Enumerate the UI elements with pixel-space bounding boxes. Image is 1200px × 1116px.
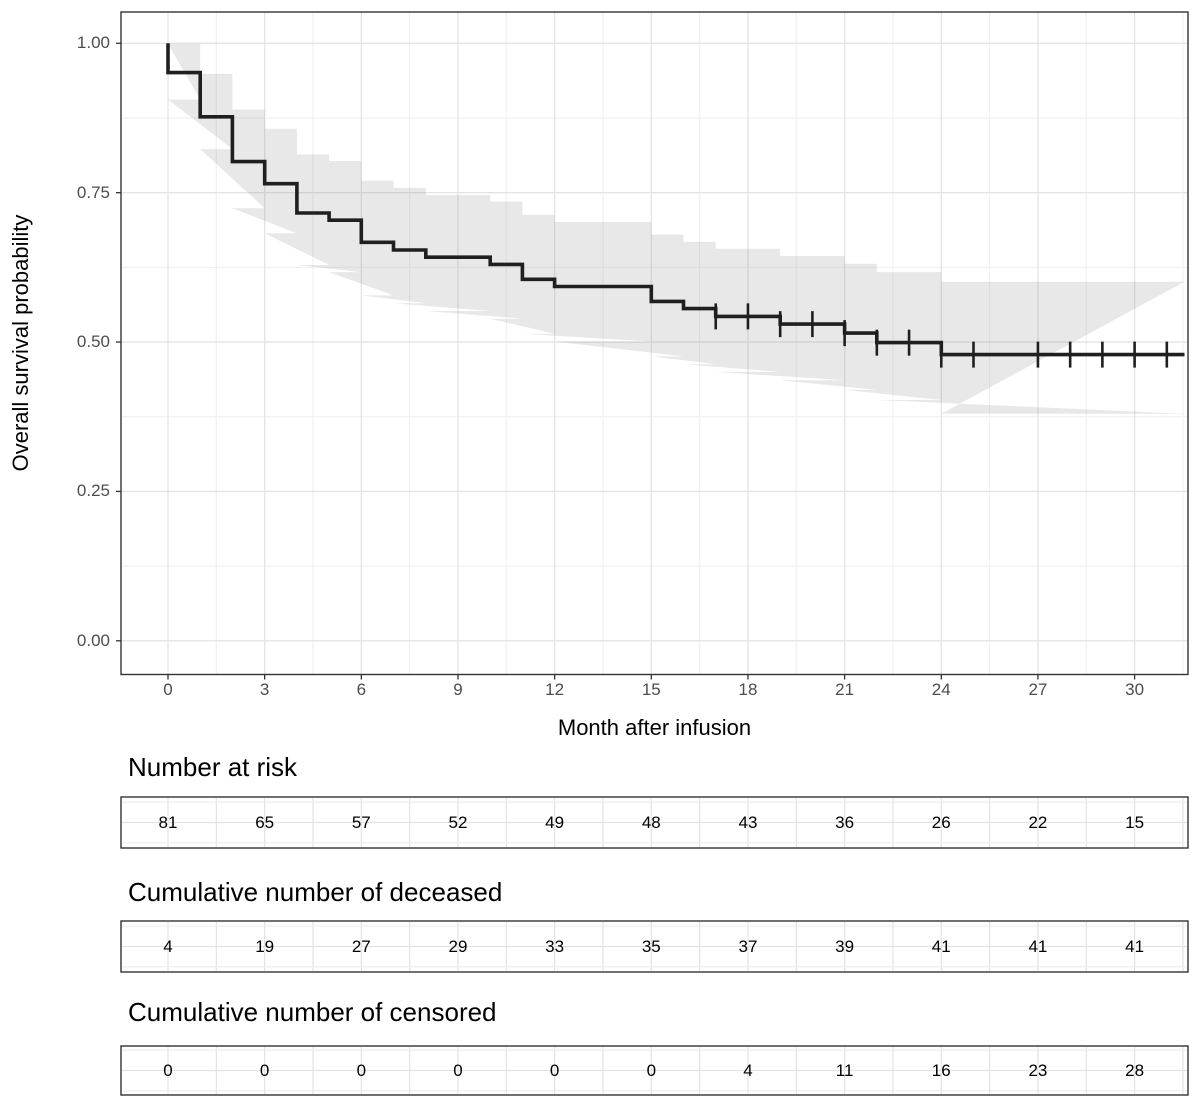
deceased-count: 33 (545, 936, 565, 956)
y-axis-title: Overall survival probability (8, 214, 33, 472)
deceased-count: 19 (255, 936, 275, 956)
table-border (120, 796, 1189, 849)
survival-curve (166, 43, 1185, 357)
y-tick-label: 1.00 (76, 33, 110, 53)
risk-count: 22 (1028, 812, 1048, 832)
risk-count: 52 (448, 812, 468, 832)
risk-count: 15 (1125, 812, 1145, 832)
y-tick-label: 0.00 (76, 630, 110, 650)
censored-count: 0 (646, 1060, 657, 1080)
x-tick-label: 3 (259, 680, 270, 699)
risk-count: 43 (738, 812, 758, 832)
x-tick-label: 21 (835, 680, 855, 699)
deceased-count: 39 (835, 936, 855, 956)
number-at-risk-title: Number at risk (128, 752, 298, 782)
deceased-count: 41 (931, 936, 951, 956)
panel-border (120, 11, 1189, 676)
x-tick-label: 0 (163, 680, 173, 699)
risk-count: 57 (351, 812, 371, 832)
confidence-band (168, 43, 1185, 414)
table-border (120, 1045, 1189, 1096)
x-axis-title: Month after infusion (557, 715, 752, 740)
deceased-count: 35 (641, 936, 661, 956)
deceased-count: 41 (1028, 936, 1048, 956)
y-tick-label: 0.25 (76, 481, 110, 501)
plot-panel (121, 12, 1188, 675)
risk-count: 48 (641, 812, 661, 832)
x-tick-label: 9 (453, 680, 463, 699)
censored-count: 28 (1125, 1060, 1145, 1080)
censored-count: 0 (356, 1060, 367, 1080)
y-tick-label: 0.75 (76, 182, 110, 202)
x-tick-label: 12 (545, 680, 565, 699)
deceased-count: 27 (351, 936, 371, 956)
table-border (120, 920, 1189, 973)
x-tick-label: 15 (641, 680, 661, 699)
censored-count: 11 (835, 1060, 854, 1080)
censored-count: 0 (259, 1060, 270, 1080)
risk-count: 36 (835, 812, 855, 832)
censored-count: 0 (163, 1060, 173, 1080)
censored-count: 0 (453, 1060, 463, 1080)
cumulative-deceased-title: Cumulative number of deceased (128, 877, 503, 907)
deceased-count: 29 (448, 936, 468, 956)
deceased-count: 4 (163, 936, 173, 956)
censored-count: 0 (549, 1060, 560, 1080)
x-tick-label: 30 (1125, 680, 1145, 699)
censored-count: 4 (743, 1060, 753, 1080)
y-tick-label: 0.50 (76, 332, 110, 352)
risk-count: 26 (931, 812, 951, 832)
x-tick-label: 18 (738, 680, 758, 699)
risk-count: 65 (255, 812, 275, 832)
x-tick-label: 24 (931, 680, 951, 699)
risk-count: 81 (158, 812, 178, 832)
cumulative-censored-title: Cumulative number of censored (128, 997, 497, 1027)
x-tick-label: 6 (356, 680, 367, 699)
risk-count: 49 (545, 812, 565, 832)
x-tick-label: 27 (1028, 680, 1048, 699)
deceased-count: 41 (1125, 936, 1145, 956)
censored-count: 23 (1028, 1060, 1048, 1080)
censored-count: 16 (931, 1060, 951, 1080)
deceased-count: 37 (738, 936, 758, 956)
